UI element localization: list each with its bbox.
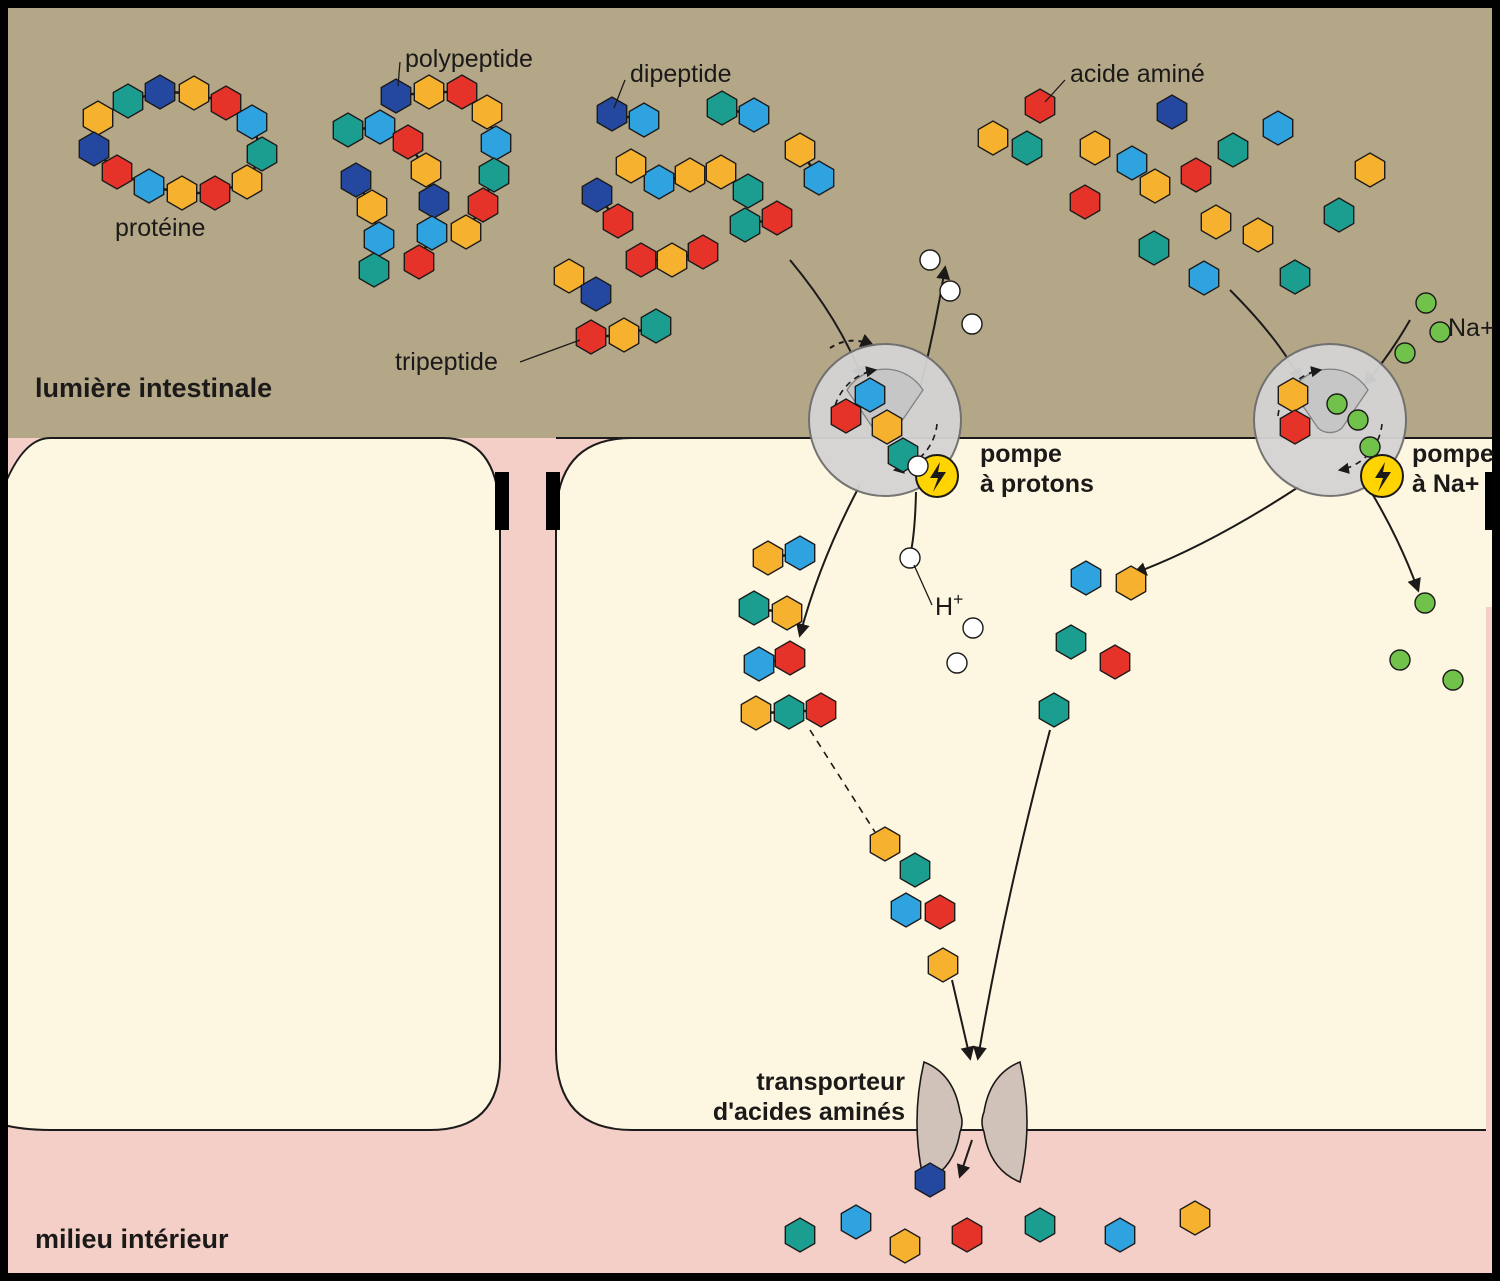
label-transporteur-1: transporteur [756,1068,905,1096]
label-pompe-na-2: à Na+ [1412,470,1479,498]
label-na-plus: Na+ [1448,314,1495,342]
diagram-svg: lumière intestinale milieu intérieur proté… [0,0,1500,1281]
label-pompe-protons-2: à protons [980,470,1094,498]
label-tripeptide: tripeptide [395,348,498,376]
label-pompe-na-1: pompe [1412,440,1494,468]
label-proteine: protéine [115,214,205,242]
label-lumiere-intestinale: lumière intestinale [35,373,272,403]
label-dipeptide: dipeptide [630,60,731,88]
diagram-container: lumière intestinale milieu intérieur proté… [0,0,1500,1281]
label-polypeptide: polypeptide [405,45,533,73]
label-pompe-protons-1: pompe [980,440,1062,468]
label-milieu-interieur: milieu intérieur [35,1224,229,1254]
label-transporteur-2: d'acides aminés [713,1098,905,1126]
label-acide-amine: acide aminé [1070,60,1205,88]
